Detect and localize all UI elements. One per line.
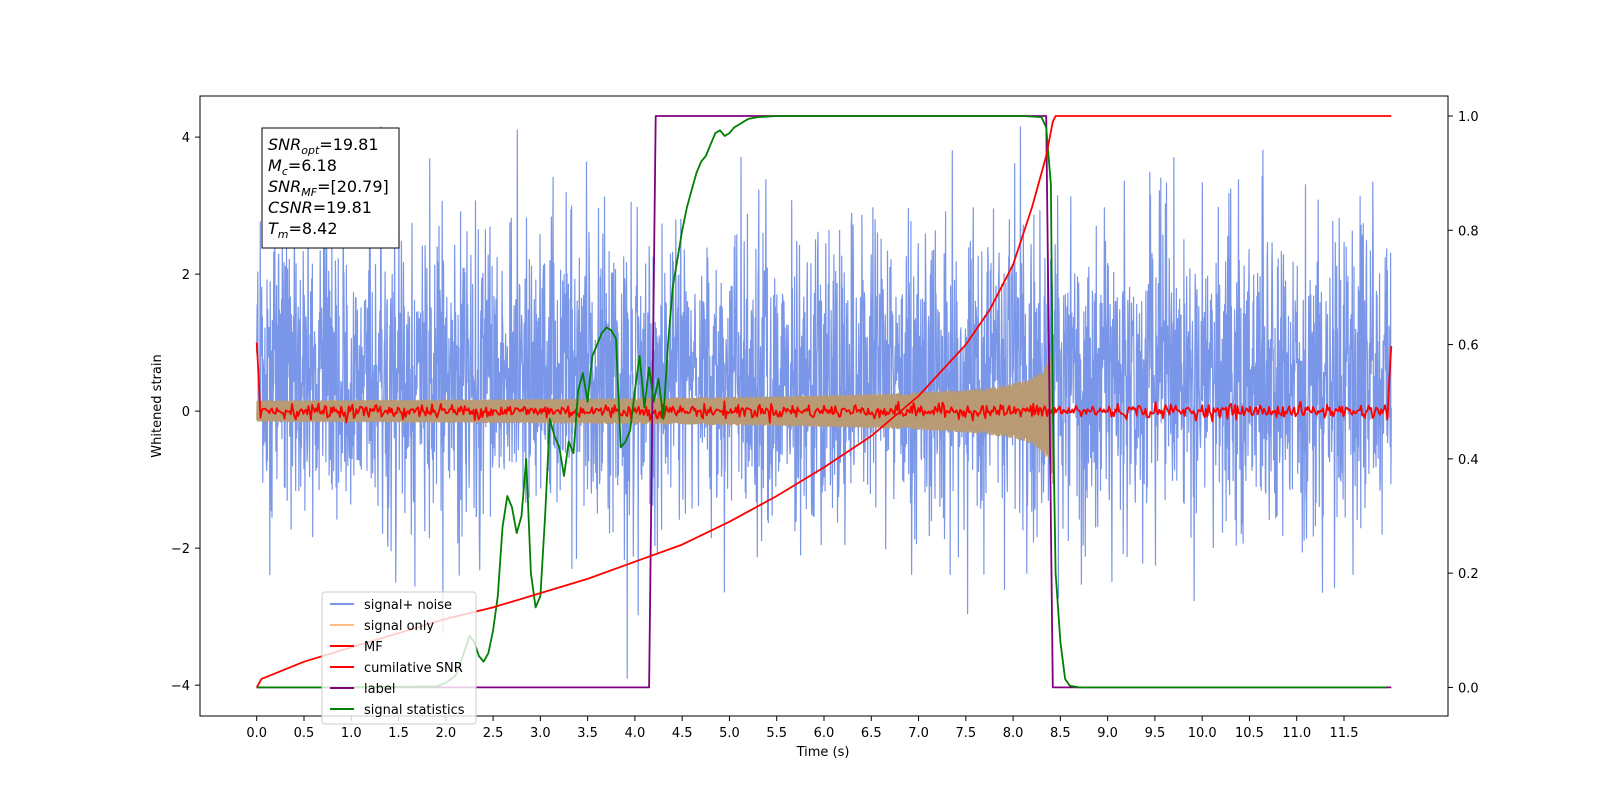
x-tick-label: 6.5 — [861, 726, 882, 741]
info-box-line: Tm=8.42 — [268, 219, 338, 241]
legend-entry: signal only — [364, 619, 434, 634]
x-tick-label: 1.5 — [388, 726, 409, 741]
x-axis-ticks: 0.0 0.5 1.0 1.5 2.0 2.5 3.0 3.5 4.0 4.5 5.0 5.5 6.0 6… — [246, 716, 1358, 741]
y2-tick-label: 0.6 — [1458, 339, 1479, 354]
legend-entry: label — [364, 682, 395, 697]
info-box-line: SNRopt=19.81 — [268, 135, 379, 157]
x-axis-label: Time (s) — [796, 745, 850, 760]
y-tick-label: −4 — [171, 679, 190, 694]
y2-tick-label: 0.0 — [1458, 681, 1479, 696]
x-tick-label: 3.5 — [577, 726, 598, 741]
x-tick-label: 0.0 — [246, 726, 267, 741]
x-tick-label: 7.0 — [908, 726, 929, 741]
series-line-mf — [255, 342, 1393, 424]
x-tick-label: 8.0 — [1003, 726, 1024, 741]
legend-entry: MF — [364, 640, 383, 655]
info-box-frame — [261, 127, 400, 249]
y2-tick-label: 1.0 — [1458, 110, 1479, 125]
legend-entry: signal statistics — [364, 703, 465, 718]
y-tick-label: 2 — [182, 268, 190, 283]
x-tick-label: 8.5 — [1050, 726, 1071, 741]
info-box-line: CSNR=19.81 — [268, 198, 372, 217]
info-box-line: SNRMF=[20.79] — [268, 177, 389, 199]
x-tick-label: 0.5 — [294, 726, 315, 741]
y2-axis-ticks: 0.0 0.2 0.4 0.6 0.8 1.0 — [1448, 110, 1479, 696]
x-tick-label: 4.5 — [672, 726, 693, 741]
series-line-signal-noise — [256, 126, 1392, 679]
x-tick-label: 5.0 — [719, 726, 740, 741]
x-tick-label: 9.5 — [1145, 726, 1166, 741]
y-tick-label: 4 — [182, 131, 190, 146]
y2-tick-label: 0.4 — [1458, 453, 1479, 468]
x-tick-label: 2.0 — [435, 726, 456, 741]
series-line-signal-statistics — [256, 115, 1387, 689]
info-box: SNRopt=19.81Mc=6.18SNRMF=[20.79]CSNR=19.… — [261, 127, 400, 249]
legend-frame — [321, 591, 477, 725]
y-axis-ticks: −4 −2 0 2 4 — [171, 131, 200, 694]
x-tick-label: 6.0 — [814, 726, 835, 741]
legend: signal+ noise signal only MF cumilative SNR… — [321, 591, 477, 725]
x-tick-label: 4.0 — [625, 726, 646, 741]
y-tick-label: 0 — [182, 405, 190, 420]
info-box-line: Mc=6.18 — [268, 156, 337, 178]
y2-tick-label: 0.2 — [1458, 567, 1479, 582]
x-tick-label: 11.5 — [1330, 726, 1359, 741]
y-tick-label: −2 — [171, 542, 190, 557]
x-tick-label: 11.0 — [1282, 726, 1311, 741]
x-tick-label: 5.5 — [766, 726, 787, 741]
x-tick-label: 3.0 — [530, 726, 551, 741]
legend-entry: signal+ noise — [364, 598, 452, 613]
x-tick-label: 1.0 — [341, 726, 362, 741]
x-tick-label: 10.0 — [1188, 726, 1217, 741]
y2-tick-label: 0.8 — [1458, 224, 1479, 239]
x-tick-label: 7.5 — [955, 726, 976, 741]
x-tick-label: 2.5 — [483, 726, 504, 741]
series-layer — [255, 115, 1393, 689]
legend-entry: cumilative SNR — [364, 661, 463, 676]
y-axis-label: Whitened strain — [150, 354, 165, 457]
x-tick-label: 10.5 — [1235, 726, 1264, 741]
x-tick-label: 9.0 — [1097, 726, 1118, 741]
